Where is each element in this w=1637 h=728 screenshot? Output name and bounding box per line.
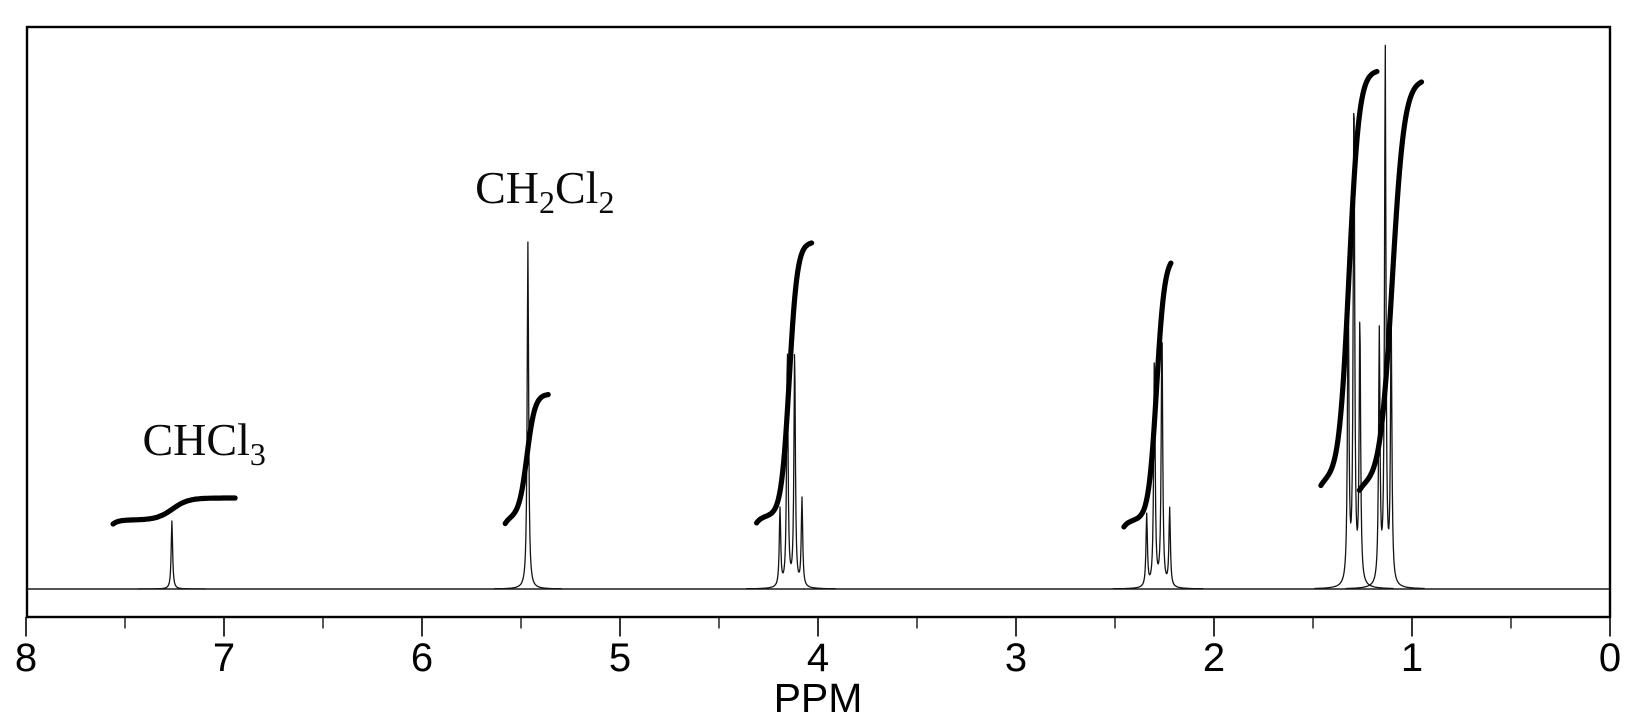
integrals-group: [110, 68, 1425, 530]
peak-group-quartet-4.14: [745, 353, 836, 590]
peak-group-triplet-1.14: [1345, 44, 1425, 590]
ch2cl2-label: CH2Cl2: [475, 162, 614, 220]
x-axis-tick-label: 5: [609, 636, 631, 680]
x-axis-group: 8 7 6 5 4 3 2 1 0: [15, 617, 1621, 680]
integral-4.14: [754, 240, 815, 526]
peak-group-triplet-1.29: [1314, 112, 1394, 590]
integral-ch2cl2: [502, 392, 551, 527]
x-axis-tick-label: 3: [1005, 636, 1027, 680]
plot-border: [25, 25, 1612, 619]
peaks-group: [137, 44, 1425, 590]
x-axis-title: PPM: [774, 675, 863, 721]
x-axis-tick-label: 6: [411, 636, 433, 680]
x-axis-tick-label: 7: [213, 636, 235, 680]
x-axis-tick-label: 0: [1599, 636, 1621, 680]
integral-1.14: [1356, 79, 1425, 493]
chcl3-label: CHCl3: [143, 414, 266, 472]
x-axis-tick-label: 1: [1401, 636, 1423, 680]
peak-group-quartet-2.28: [1112, 341, 1204, 590]
x-axis-tick-label: 8: [15, 636, 37, 680]
annotations-group: CHCl3 CH2Cl2: [143, 162, 615, 472]
integral-chcl3: [110, 495, 238, 527]
x-axis-tick-label: 4: [807, 636, 829, 680]
x-axis-tick-label: 2: [1203, 636, 1225, 680]
peak-group-ch2cl2-singlet: [493, 241, 563, 590]
integral-1.29: [1318, 68, 1380, 489]
integral-2.28: [1121, 260, 1174, 530]
peak-group-chcl3-singlet: [137, 520, 207, 590]
